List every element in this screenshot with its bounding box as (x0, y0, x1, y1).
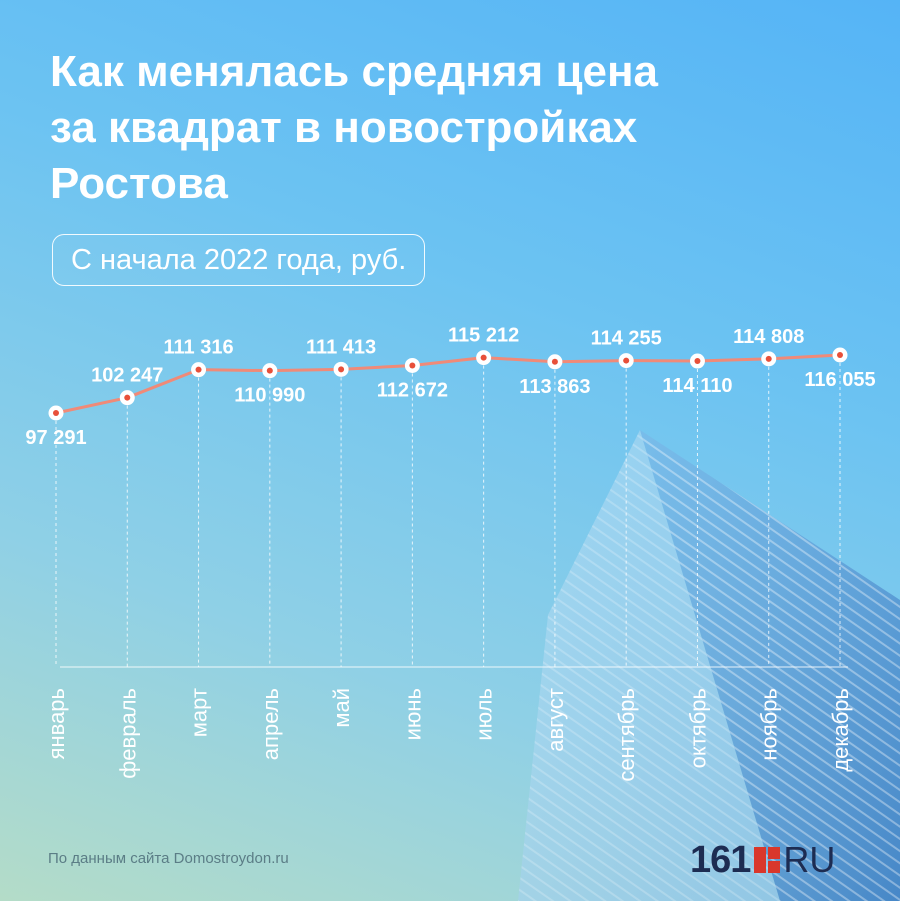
title-line-3: Ростова (50, 159, 228, 208)
data-label-3: 111 316 (163, 337, 233, 359)
x-tick-label-2: февраль (115, 688, 140, 779)
data-label-8: 113 863 (519, 376, 590, 398)
data-point-center-7 (480, 354, 487, 361)
x-tick-label-6: июнь (400, 688, 425, 740)
series-line (55, 353, 841, 415)
subtitle-badge: С начала 2022 года, руб. (52, 234, 426, 286)
data-label-12: 116 055 (804, 369, 875, 391)
data-point-center-5 (338, 366, 345, 373)
x-tick-label-10: октябрь (685, 688, 710, 768)
data-point-center-4 (266, 367, 273, 374)
data-label-10: 114 110 (662, 375, 732, 397)
title-line-1: Как менялась средняя цена (50, 47, 659, 96)
data-label-11: 114 808 (733, 326, 804, 348)
x-tick-label-8: август (543, 688, 568, 752)
title-line-2: за квадрат в новостройках (50, 103, 638, 152)
data-label-5: 111 413 (306, 336, 376, 358)
data-label-6: 112 672 (377, 379, 448, 401)
x-tick-label-3: март (187, 688, 212, 737)
data-label-2: 102 247 (91, 365, 163, 387)
x-tick-label-1: январь (44, 688, 69, 759)
source-note: По данным сайта Domostroydon.ru (48, 850, 289, 867)
site-logo: 161 RU (690, 838, 835, 882)
data-point-center-11 (765, 355, 772, 362)
data-label-9: 114 255 (591, 328, 662, 350)
data-point-center-10 (694, 358, 701, 365)
data-point-center-1 (53, 410, 59, 416)
data-label-4: 110 990 (234, 385, 305, 407)
data-point-center-6 (409, 362, 416, 369)
x-tick-label-7: июль (472, 688, 497, 741)
logo-suffix: RU (783, 839, 836, 880)
chart-title: Как менялась средняя цена за квадрат в н… (50, 44, 850, 212)
data-point-center-12 (837, 352, 843, 358)
x-tick-label-9: сентябрь (614, 688, 639, 782)
x-tick-label-5: май (329, 688, 354, 728)
red-square-mark-icon (754, 847, 781, 873)
data-label-7: 115 212 (448, 325, 519, 347)
data-point-center-8 (551, 358, 558, 365)
data-point-center-3 (195, 366, 202, 373)
logo-number: 161 (690, 838, 751, 881)
x-tick-label-12: декабрь (828, 688, 853, 772)
x-tick-label-11: ноябрь (757, 688, 782, 761)
data-label-1: 97 291 (25, 427, 86, 449)
data-point-center-9 (623, 357, 630, 364)
x-tick-label-4: апрель (258, 688, 283, 760)
data-point-center-2 (124, 394, 131, 401)
